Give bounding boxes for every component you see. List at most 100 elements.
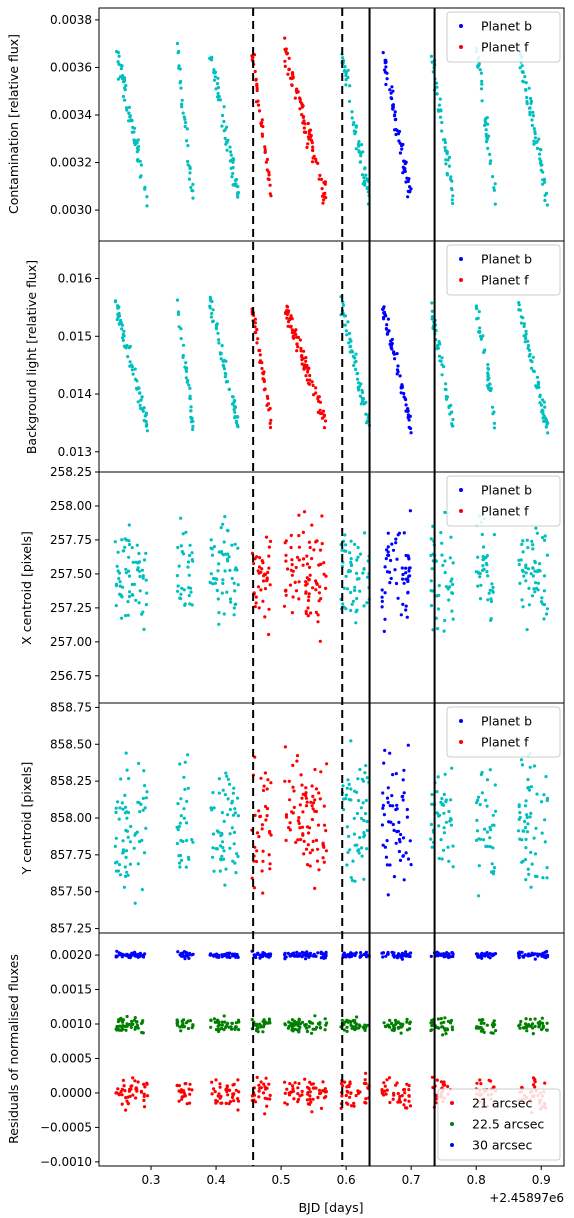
data-point [120, 595, 124, 599]
data-point [220, 840, 225, 844]
data-point [184, 120, 188, 125]
data-point [222, 105, 226, 109]
data-point [540, 954, 544, 958]
data-point [187, 956, 191, 961]
data-point [233, 542, 237, 546]
data-point [543, 1081, 547, 1085]
data-point [439, 838, 443, 842]
data-point [449, 798, 453, 802]
data-point [260, 823, 264, 827]
legend-label: Planet b [481, 19, 532, 34]
data-point [352, 1101, 356, 1105]
data-point [440, 356, 444, 360]
data-point [120, 801, 124, 805]
data-point [305, 863, 310, 867]
data-point [289, 314, 293, 318]
data-point [396, 132, 401, 136]
data-point [232, 613, 236, 617]
data-point [444, 162, 448, 166]
data-point [300, 796, 304, 800]
data-point [142, 627, 146, 632]
data-point [364, 1071, 368, 1075]
data-point [351, 1019, 355, 1023]
data-point [448, 585, 452, 589]
data-point [123, 76, 127, 80]
data-point [295, 754, 300, 758]
data-point [208, 295, 212, 299]
data-point [121, 549, 125, 553]
data-point [258, 815, 262, 819]
data-point [130, 365, 134, 369]
data-point [190, 1026, 194, 1030]
data-point [523, 75, 527, 79]
data-point [137, 551, 141, 556]
data-point [532, 127, 536, 131]
data-point [191, 559, 195, 563]
data-point [225, 557, 229, 561]
data-point [217, 1022, 221, 1026]
data-point [321, 201, 325, 205]
data-point [294, 565, 298, 570]
data-point [362, 567, 366, 571]
data-point [357, 1026, 361, 1030]
data-point [318, 1026, 323, 1030]
data-point [520, 598, 524, 602]
data-point [534, 586, 539, 591]
data-point [526, 344, 531, 348]
data-point [396, 533, 400, 537]
data-point [477, 864, 481, 868]
data-point [181, 355, 185, 359]
data-point [388, 863, 392, 867]
data-point [530, 862, 534, 866]
data-point [220, 832, 224, 837]
data-point [488, 836, 492, 840]
data-point [231, 160, 235, 164]
data-point [122, 885, 126, 889]
data-point [175, 41, 180, 46]
data-point [304, 374, 308, 378]
data-point [521, 605, 525, 609]
data-point [529, 785, 534, 789]
data-point [532, 139, 536, 143]
data-point [531, 566, 535, 570]
data-point [228, 832, 232, 836]
data-point [186, 163, 190, 167]
data-point [255, 1024, 259, 1028]
data-point [180, 102, 184, 106]
data-point [188, 553, 192, 558]
data-point [353, 789, 357, 793]
data-point [486, 574, 490, 578]
data-point [233, 410, 237, 414]
data-point [446, 1084, 450, 1089]
data-point [543, 198, 547, 203]
data-point [131, 372, 135, 376]
data-point [523, 953, 527, 957]
data-point [116, 550, 120, 554]
data-point [261, 859, 265, 863]
data-point [188, 171, 192, 175]
ytick-label: 858.25 [50, 774, 92, 788]
x-axis-offset-label: +2.45897e6 [489, 1191, 564, 1205]
data-point [236, 583, 240, 587]
data-point [216, 1028, 220, 1032]
data-point [222, 129, 226, 133]
data-point [254, 595, 258, 599]
data-point [545, 876, 549, 880]
data-point [120, 1093, 124, 1097]
data-point [449, 403, 453, 407]
data-point [129, 119, 133, 123]
data-point [364, 1097, 368, 1101]
data-point [437, 824, 441, 828]
data-point [402, 878, 406, 882]
data-point [297, 597, 301, 601]
data-point [477, 62, 481, 66]
data-point [429, 1021, 433, 1025]
data-point [129, 824, 133, 829]
data-point [343, 1080, 347, 1084]
data-point [227, 1102, 231, 1106]
data-point [127, 542, 132, 547]
data-point [123, 537, 127, 541]
data-point [532, 587, 536, 591]
data-point [451, 194, 455, 198]
data-point [310, 1031, 314, 1035]
